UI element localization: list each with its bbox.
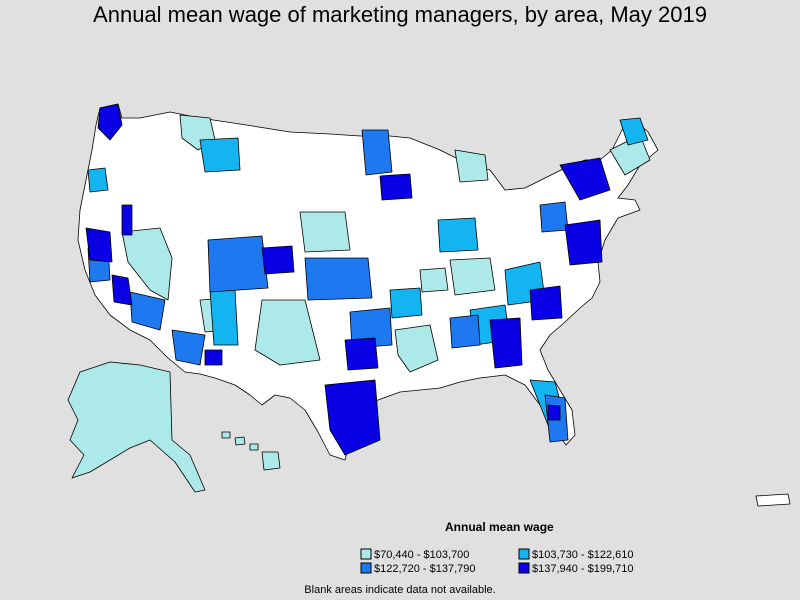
legend-label-4: $137,940 - $199,710	[532, 562, 634, 575]
legend-swatch-4	[518, 562, 530, 574]
hawaii	[221, 431, 281, 471]
legend-label-3: $122,720 - $137,790	[374, 562, 476, 575]
legend-swatch-2	[518, 548, 530, 560]
map-title: Annual mean wage of marketing managers, …	[93, 2, 707, 27]
footnote: Blank areas indicate data not available.	[304, 584, 496, 596]
alaska	[67, 361, 206, 493]
legend-swatch-3	[360, 562, 372, 574]
legend-swatch-1	[360, 548, 372, 560]
legend-label-1: $70,440 - $103,700	[374, 548, 470, 561]
puerto-rico	[755, 493, 791, 507]
legend-label-2: $103,730 - $122,610	[532, 548, 634, 561]
legend-title: Annual mean wage	[445, 520, 554, 534]
